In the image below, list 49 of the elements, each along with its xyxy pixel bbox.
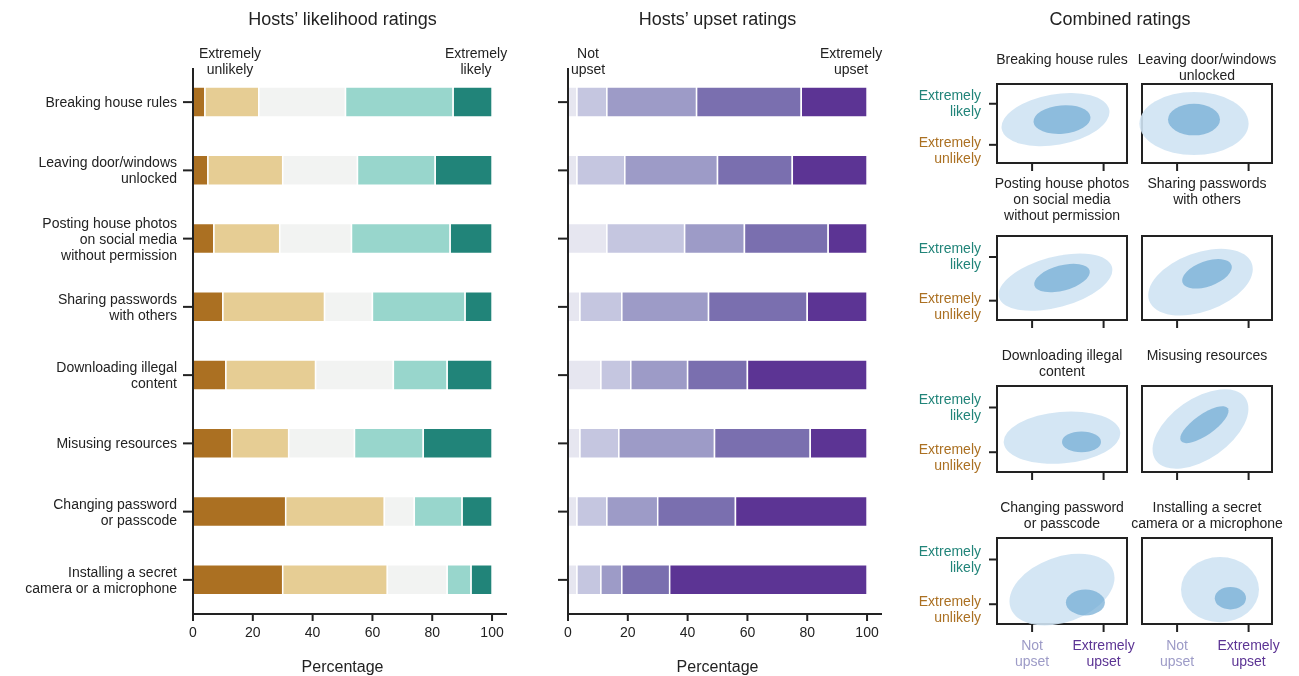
category-label: Downloading illegal content <box>1001 347 1123 379</box>
x-tick-label: 0 <box>189 624 198 640</box>
x-tick-label: 100 <box>855 624 879 640</box>
y-tick-label: Leaving door/windows unlocked <box>38 154 177 187</box>
chart-title: Hosts’ likelihood ratings <box>248 9 437 29</box>
x-axis-title: Percentage <box>676 658 759 675</box>
text: Extremely upset <box>1072 637 1135 669</box>
text: Extremely upset <box>1217 637 1280 669</box>
text: Extremely unlikely <box>918 593 981 626</box>
text: Not upset <box>1159 637 1195 669</box>
text: Extremely likely <box>918 240 981 272</box>
annotation: Extremely likely <box>444 45 508 77</box>
text: Extremely likely <box>918 86 981 119</box>
text: Extremely unlikely <box>918 441 981 474</box>
x-axis-title: Percentage <box>301 658 384 675</box>
x-tick-label: 80 <box>424 624 441 640</box>
chart-title: Hosts’ upset ratings <box>638 9 797 29</box>
annotation: Extremely unlikely <box>198 45 262 77</box>
text: Combined ratings <box>1049 9 1191 29</box>
x-tick-label: 60 <box>364 624 381 640</box>
category-label: Installing a secret camera or a microphone <box>1131 499 1284 531</box>
text: Extremely unlikely <box>918 289 981 322</box>
y-tick-label: Posting house photos on social media without permission <box>42 214 178 263</box>
category-label: Misusing resources <box>1146 347 1268 363</box>
x-tick-label: 40 <box>304 624 321 640</box>
annotation: Extremely upset <box>819 45 883 77</box>
category-label: Sharing passwords with others <box>1147 175 1267 207</box>
text: Not upset <box>1014 637 1050 669</box>
y-tick-label: Breaking house rules <box>45 94 177 111</box>
y-tick-label: Sharing passwords with others <box>57 290 177 323</box>
category-label: Leaving door/windows unlocked <box>1137 51 1277 83</box>
category-label: Posting house photos on social media without permission <box>994 175 1130 223</box>
y-tick-label: Downloading illegal content <box>56 359 178 392</box>
y-tick-label: Changing password or passcode <box>53 495 178 528</box>
x-tick-label: 20 <box>245 624 261 640</box>
x-tick-label: 0 <box>564 624 573 640</box>
x-tick-label: 40 <box>679 624 696 640</box>
text: Extremely likely <box>918 390 981 423</box>
x-tick-label: 80 <box>799 624 816 640</box>
annotation: Not upset <box>570 45 606 77</box>
category-label: Changing password or passcode <box>1000 499 1124 531</box>
y-tick-label: Misusing resources <box>56 435 177 452</box>
category-label: Breaking house rules <box>996 51 1128 67</box>
text: Extremely unlikely <box>918 133 981 166</box>
x-tick-label: 60 <box>739 624 756 640</box>
text: Extremely likely <box>918 542 981 575</box>
x-tick-label: 20 <box>620 624 636 640</box>
x-tick-label: 100 <box>480 624 504 640</box>
y-tick-label: Installing a secret camera or a microphone <box>25 563 178 596</box>
